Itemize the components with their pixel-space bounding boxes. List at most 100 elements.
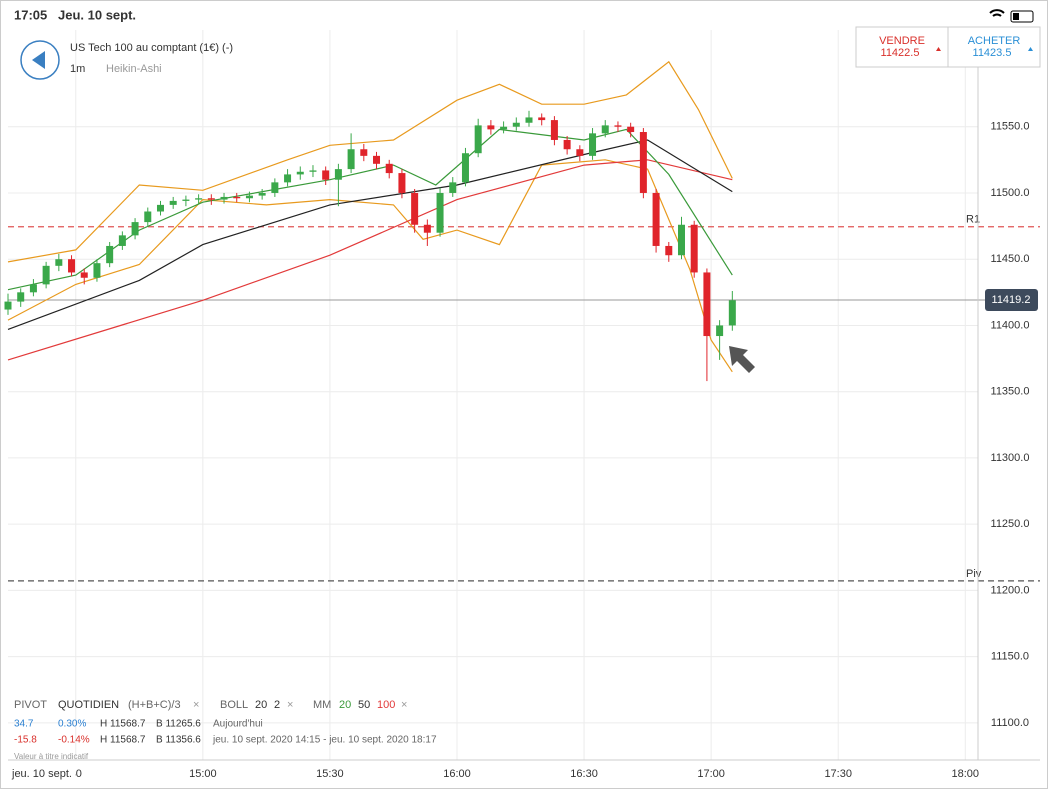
candle-body: [690, 224, 698, 273]
x-tick-label: 16:30: [570, 768, 598, 780]
candle-body: [296, 171, 304, 175]
legend-boll: 20: [255, 699, 267, 711]
x-tick-label: 15:00: [189, 768, 217, 780]
candle-body: [538, 117, 546, 121]
candle-body: [639, 132, 647, 193]
legend-value: jeu. 10 sept. 2020 14:15 - jeu. 10 sept.…: [212, 735, 437, 746]
legend-pivot: PIVOT: [14, 699, 47, 711]
battery-icon: [1010, 10, 1034, 23]
remove-icon[interactable]: ×: [401, 699, 407, 711]
candle-body: [436, 192, 444, 233]
legend-value: -15.8: [14, 735, 37, 746]
candle-body: [245, 195, 253, 199]
legend-mm: 50: [358, 699, 370, 711]
candle-body: [334, 169, 342, 180]
legend-value: -0.14%: [58, 735, 90, 746]
candle-body: [271, 182, 279, 193]
remove-icon[interactable]: ×: [287, 699, 293, 711]
candle-body: [589, 133, 597, 156]
indicator-line: [7, 139, 733, 330]
candle-body: [398, 173, 406, 193]
candle-body: [17, 292, 25, 302]
legend-mm: 20: [339, 699, 351, 711]
legend-value: B 11265.6: [156, 719, 201, 730]
sell-arrow: [936, 47, 941, 51]
annotation-arrow: [729, 346, 755, 373]
level-label: R1: [966, 214, 980, 226]
candle-body: [360, 149, 368, 156]
y-tick-label: 11500.0: [991, 187, 1030, 199]
y-tick-label: 11100.0: [991, 717, 1029, 729]
candle-body: [449, 182, 457, 193]
axes: 11100.0 11150.0 11200.0 11250.0 11300.0 11350…: [9, 121, 1038, 783]
y-tick-label: 11550.0: [991, 121, 1030, 133]
candle-body: [652, 192, 660, 246]
y-tick-label: 11250.0: [991, 518, 1030, 530]
candle-body: [207, 198, 215, 200]
buy-price[interactable]: 11423.5: [973, 47, 1012, 59]
candle-body: [423, 224, 431, 233]
candle-body: [156, 204, 164, 212]
last-price-label: 11419.2: [992, 294, 1031, 306]
y-tick-label: 11400.0: [991, 319, 1030, 331]
y-tick-label: 11200.0: [991, 584, 1030, 596]
date-label: jeu. 10 sept.: [11, 768, 72, 780]
candle-body: [461, 153, 469, 183]
candle-body: [233, 196, 241, 199]
grid: [8, 30, 978, 760]
legend-pivot: QUOTIDIEN: [58, 699, 119, 711]
buy-label[interactable]: ACHETER: [968, 35, 1021, 47]
chart-style[interactable]: Heikin-Ashi: [106, 63, 162, 75]
remove-icon[interactable]: ×: [193, 699, 199, 711]
candle-body: [106, 245, 114, 264]
legend-value: H 11568.7: [100, 719, 146, 730]
candle-body: [500, 126, 508, 130]
level-label: Piv: [966, 568, 982, 580]
candle-body: [373, 155, 381, 164]
candle-body: [563, 139, 571, 150]
sell-price[interactable]: 11422.5: [881, 47, 920, 59]
candle-body: [677, 224, 685, 256]
x-tick-label: 17:30: [824, 768, 852, 780]
candle-body: [29, 284, 37, 293]
legend-value: Aujourd'hui: [213, 719, 263, 730]
legend-value: 0.30%: [58, 719, 86, 730]
candle-body: [55, 259, 63, 266]
status-date: Jeu. 10 sept.: [58, 7, 136, 22]
candle-body: [512, 122, 520, 127]
legend-value: H 11568.7: [100, 735, 146, 746]
y-tick-label: 11150.0: [991, 651, 1029, 663]
y-tick-label: 11350.0: [991, 386, 1030, 398]
candle-body: [322, 170, 330, 180]
legend-mm: MM: [313, 699, 331, 711]
legend-value: 34.7: [14, 719, 34, 730]
candle-body: [195, 198, 203, 200]
indicator-line: [7, 159, 733, 361]
candle-body: [601, 125, 609, 134]
wifi-icon: [989, 9, 1005, 17]
y-tick-label: 11300.0: [991, 452, 1030, 464]
candle-body: [309, 170, 317, 172]
legend-note: Valeur à titre indicatif: [14, 752, 89, 761]
back-arrow[interactable]: [32, 51, 45, 69]
date-label-bg: [9, 765, 75, 783]
status-time: 17:05: [14, 7, 47, 22]
x-tick-label: 16:00: [443, 768, 471, 780]
candle-body: [716, 325, 724, 337]
y-tick-label: 11450.0: [991, 253, 1030, 265]
candle-body: [665, 245, 673, 256]
indicator-line: [7, 128, 733, 291]
legend-boll: BOLL: [220, 699, 248, 711]
sell-label[interactable]: VENDRE: [879, 35, 925, 47]
candle-body: [258, 192, 266, 196]
legend-pivot: (H+B+C)/3: [128, 699, 181, 711]
candle-body: [728, 300, 736, 326]
candle-body: [169, 200, 177, 205]
last-price-box: [985, 289, 1038, 312]
candle-body: [385, 163, 393, 174]
legend-value: B 11356.6: [156, 735, 201, 746]
candle-body: [627, 126, 635, 133]
